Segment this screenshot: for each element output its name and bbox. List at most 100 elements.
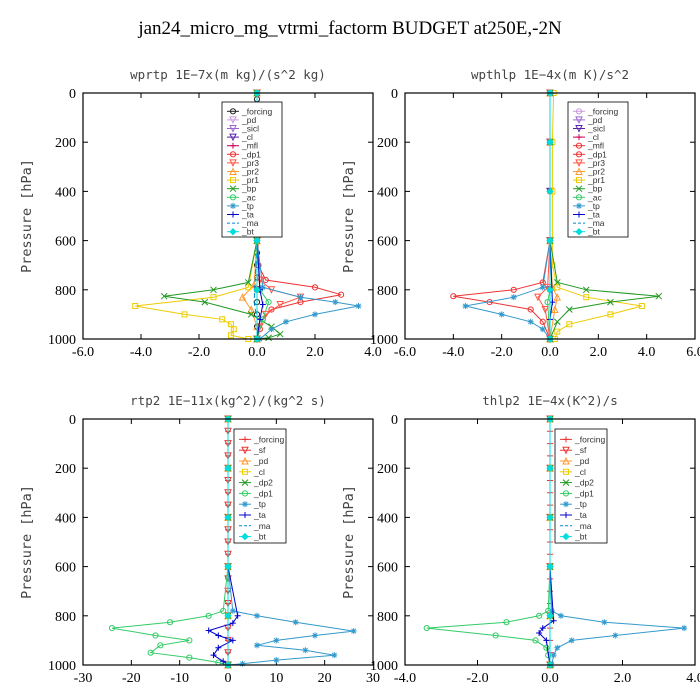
legend-label: _pr1 xyxy=(241,175,259,185)
legend-label: _pd xyxy=(574,456,589,466)
series-marker xyxy=(256,316,263,323)
legend-label: _bp xyxy=(587,184,602,194)
x-tick-label: 4.0 xyxy=(638,345,656,360)
series-marker xyxy=(265,334,272,342)
series-marker xyxy=(582,286,590,294)
y-tick-label: 200 xyxy=(55,462,76,477)
series-marker xyxy=(253,286,261,294)
series-bt xyxy=(224,415,232,669)
legend-label: _pd xyxy=(587,115,602,125)
x-tick-label: 4.0 xyxy=(686,671,700,686)
legend: _forcing_pd_sicl_cl_mfl_dp1_pr3_pr2_pr1_… xyxy=(221,101,283,238)
series-line xyxy=(207,419,239,666)
x-tick-label: -6.0 xyxy=(394,345,416,360)
series-marker xyxy=(546,562,554,571)
y-tick-label: 600 xyxy=(377,235,398,250)
legend-marker xyxy=(241,490,249,497)
legend-marker xyxy=(563,512,569,518)
series-marker xyxy=(152,632,159,639)
y-tick-label: 800 xyxy=(377,284,398,299)
series-line xyxy=(453,93,551,340)
series-marker xyxy=(550,617,557,624)
series-marker xyxy=(566,321,573,328)
series-marker xyxy=(546,236,554,245)
x-tick-label: -30 xyxy=(74,671,93,686)
series-marker xyxy=(205,627,212,634)
y-tick-label: 800 xyxy=(377,610,398,625)
plot-frame xyxy=(404,92,696,340)
series-marker xyxy=(259,284,266,291)
legend-label: _cl xyxy=(241,132,253,142)
series-marker xyxy=(568,637,575,644)
legend: _forcing_pd_sicl_cl_mfl_dp1_pr3_pr2_pr1_… xyxy=(567,101,629,238)
legend-label: _sicl xyxy=(241,124,259,134)
legend-marker xyxy=(575,227,583,236)
series-marker xyxy=(534,293,542,302)
series-marker xyxy=(227,332,234,339)
series-marker xyxy=(539,326,546,333)
series-marker xyxy=(297,294,304,301)
series-ta xyxy=(536,416,557,668)
legend-label: _mfl xyxy=(587,141,604,151)
legend-marker xyxy=(230,211,236,218)
legend-label: _ta xyxy=(587,210,600,220)
series-marker xyxy=(546,138,554,146)
series-marker xyxy=(186,637,193,644)
series-marker xyxy=(254,612,260,619)
series-marker xyxy=(601,619,608,626)
x-tick-label: 4.0 xyxy=(364,345,382,360)
series-marker xyxy=(541,305,549,314)
series-marker xyxy=(539,625,546,632)
series-marker xyxy=(554,284,561,291)
series-marker xyxy=(331,652,338,659)
y-tick-label: 400 xyxy=(377,511,398,526)
chart-panel: rtp2 1E−11x(kg^2)/(kg^2 s) Pressure [hPa]… xyxy=(19,393,380,686)
legend-label: _ma xyxy=(241,218,259,228)
x-tick-label: 0.0 xyxy=(541,345,559,360)
series-marker xyxy=(565,306,573,313)
y-tick-label: 200 xyxy=(377,136,398,151)
panel-title: rtp2 1E−11x(kg^2)/(kg^2 s) xyxy=(130,393,326,408)
legend-marker xyxy=(241,456,249,465)
series-marker xyxy=(302,647,309,654)
series-marker xyxy=(147,649,154,656)
series-line xyxy=(465,93,551,340)
series-tp xyxy=(225,416,357,668)
series-marker xyxy=(215,632,222,639)
series-marker xyxy=(553,279,561,286)
series-marker xyxy=(638,303,645,310)
legend-marker xyxy=(576,202,582,209)
series-marker xyxy=(210,652,217,659)
series-bt xyxy=(546,415,554,669)
series-marker xyxy=(536,630,543,637)
series-marker xyxy=(273,657,280,664)
legend-marker xyxy=(242,501,248,508)
series-marker xyxy=(262,276,269,284)
y-tick-label: 400 xyxy=(377,185,398,200)
legend-marker xyxy=(229,167,237,175)
series-marker xyxy=(224,562,232,571)
legend-marker xyxy=(576,211,582,218)
x-tick-label: -4.0 xyxy=(130,345,152,360)
legend: _forcing_sf_pd_cl_dp2_dp1_tp_ta_ma_bt xyxy=(233,428,287,544)
series-marker xyxy=(215,644,222,651)
y-tick-label: 400 xyxy=(55,185,76,200)
legend-label: _pr3 xyxy=(241,158,259,168)
legend-marker xyxy=(575,194,583,201)
y-axis-label: Pressure [hPa] xyxy=(19,159,35,273)
series-marker xyxy=(273,637,280,644)
series-marker xyxy=(423,625,430,632)
plot-frame xyxy=(404,418,696,666)
series-marker xyxy=(655,292,663,300)
legend-label: _dp1 xyxy=(587,149,607,159)
legend-label: _ta xyxy=(241,210,254,220)
legend-marker xyxy=(575,167,583,175)
x-tick-label: 30 xyxy=(366,671,380,686)
series-marker xyxy=(276,330,284,338)
series-line xyxy=(426,419,551,666)
x-tick-label: -2.0 xyxy=(466,671,488,686)
series-marker xyxy=(546,513,554,522)
y-tick-label: 0 xyxy=(391,87,398,102)
legend-marker xyxy=(242,436,248,443)
legend-label: _forcing xyxy=(253,434,285,444)
